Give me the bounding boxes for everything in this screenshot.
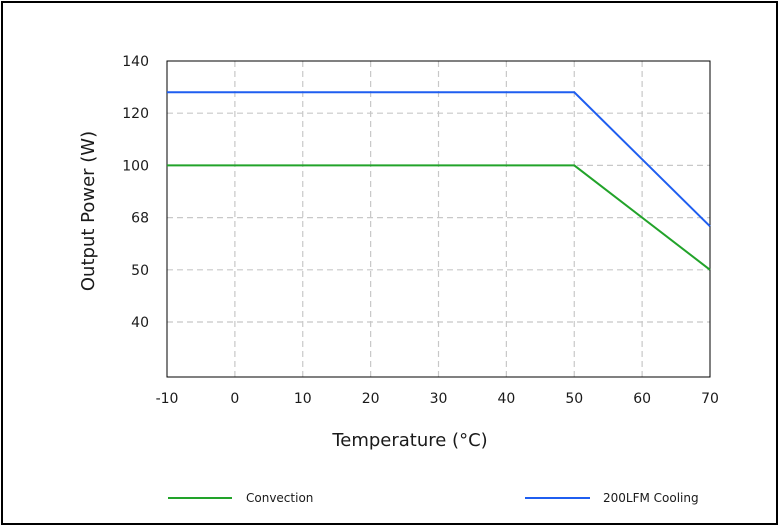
y-tick-label: 40 [131,315,149,331]
grid-lines [167,61,710,377]
x-axis-label: Temperature (°C) [331,430,487,451]
x-tick-label: -10 [156,391,179,407]
x-axis-tick-labels: -10 0 10 20 30 40 50 60 70 [156,391,719,407]
x-tick-label: 50 [565,391,583,407]
x-tick-label: 60 [633,391,651,407]
series-line-1 [167,164,711,271]
x-tick-label: 20 [362,391,380,407]
y-tick-label: 100 [122,158,149,174]
x-tick-label: 10 [294,391,312,407]
y-axis-label: Output Power (W) [78,131,99,291]
x-tick-label: 0 [230,391,239,407]
x-tick-label: 30 [430,391,448,407]
y-tick-label: 68 [131,211,149,227]
series-lines [167,91,711,271]
y-axis-tick-labels: 40 50 68 100 120 140 [122,54,149,331]
x-tick-label: 40 [497,391,515,407]
x-tick-label: 70 [701,391,719,407]
y-tick-label: 120 [122,106,149,122]
legend: Convection 200LFM Cooling [168,491,699,505]
y-tick-label: 140 [122,54,149,70]
legend-label-2: 200LFM Cooling [603,491,699,505]
legend-label-1: Convection [246,491,313,505]
plot-area-border [166,60,711,378]
series-line-2 [167,91,711,228]
y-tick-label: 50 [131,263,149,279]
